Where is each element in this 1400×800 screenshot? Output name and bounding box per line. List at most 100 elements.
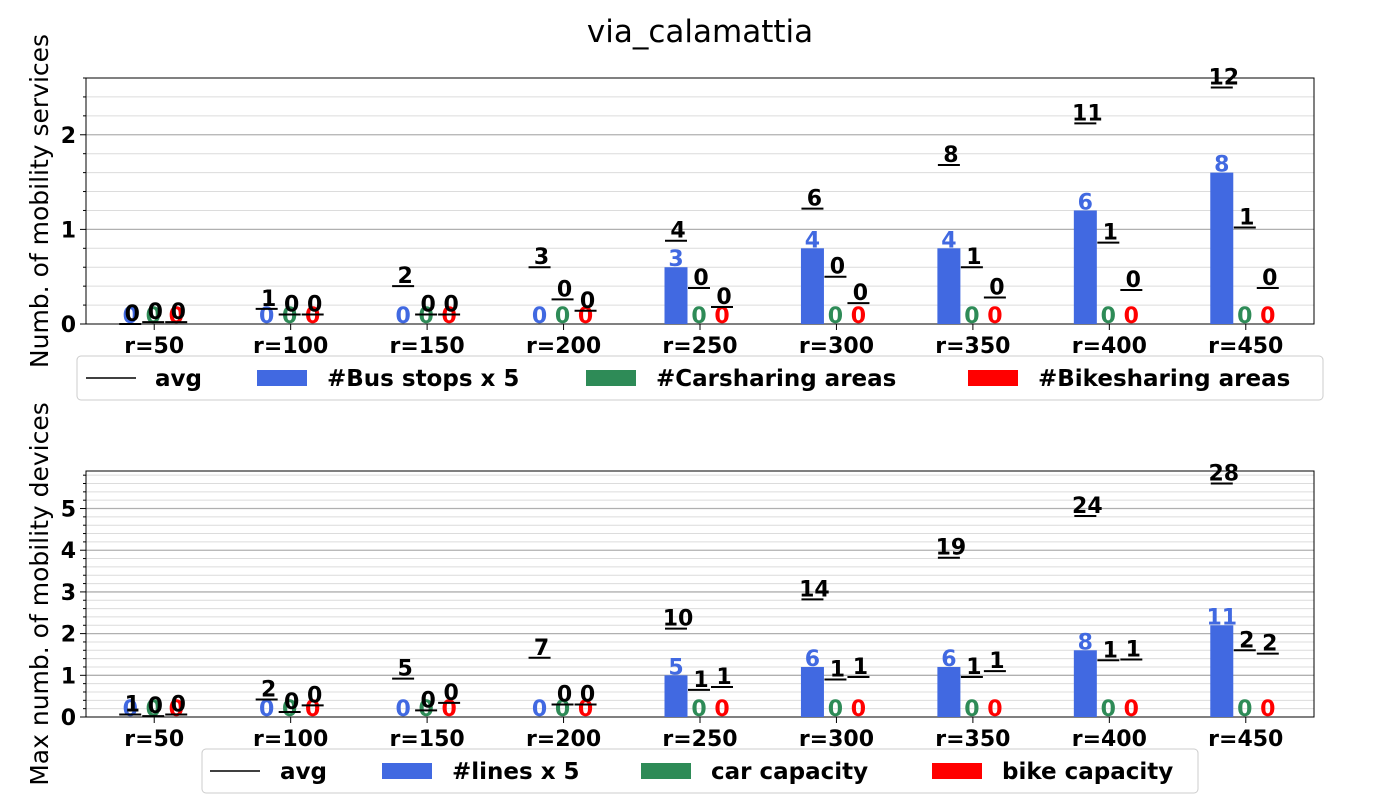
bar-value-label: 0 (555, 697, 570, 722)
bar (664, 267, 688, 324)
bar-value-label: 0 (259, 304, 274, 329)
bar-value-label: 0 (691, 304, 706, 329)
avg-value-label: 0 (830, 255, 845, 280)
bar-value-label: 0 (169, 697, 184, 722)
avg-value-label: 7 (534, 636, 549, 661)
legend-color-swatch (257, 370, 307, 386)
avg-value-label: 0 (420, 293, 435, 318)
legend-entry-label: car capacity (711, 759, 868, 785)
bar-value-label: 0 (828, 304, 843, 329)
x-tick-label: r=150 (390, 334, 465, 359)
avg-value-label: 14 (799, 577, 830, 602)
avg-value-label: 28 (1208, 462, 1239, 487)
legend-color-swatch (968, 370, 1018, 386)
bar-value-label: 4 (941, 228, 956, 253)
bar-value-label: 0 (714, 304, 729, 329)
avg-value-label: 4 (670, 219, 685, 244)
bar-value-label: 0 (1101, 697, 1116, 722)
bar-value-label: 0 (987, 304, 1002, 329)
avg-value-label: 1 (693, 668, 708, 693)
bar-value-label: 0 (532, 304, 547, 329)
avg-value-label: 8 (943, 143, 958, 168)
x-tick-label: r=300 (799, 727, 874, 752)
bar (1210, 172, 1234, 324)
bar (937, 248, 961, 324)
avg-value-label: 1 (261, 287, 276, 312)
bar-value-label: 0 (578, 697, 593, 722)
avg-value-label: 2 (261, 677, 276, 702)
bar-value-label: 0 (1124, 304, 1139, 329)
x-tick-label: r=250 (662, 727, 737, 752)
y-tick-label: 5 (61, 498, 76, 523)
bar-value-label: 0 (123, 697, 138, 722)
bar-value-label: 0 (1260, 304, 1275, 329)
bar-value-label: 0 (532, 697, 547, 722)
avg-value-label: 0 (1126, 268, 1141, 293)
y-tick-label: 1 (61, 664, 76, 689)
x-tick-label: r=350 (935, 727, 1010, 752)
bar-value-label: 0 (828, 697, 843, 722)
avg-value-label: 0 (1262, 266, 1277, 291)
y-tick-label: 4 (61, 539, 76, 564)
bar-value-label: 0 (259, 697, 274, 722)
avg-value-label: 1 (1126, 637, 1141, 662)
legend: avg #lines x 5 car capacity bike capacity (201, 748, 1199, 794)
bar-value-label: 5 (668, 655, 683, 680)
legend-entry-label: #Bikesharing areas (1038, 366, 1290, 392)
bar-value-label: 0 (1260, 697, 1275, 722)
bar-value-label: 0 (851, 697, 866, 722)
figure-title: via_calamattia (587, 14, 813, 50)
legend-color-swatch (382, 763, 432, 779)
avg-value-label: 1 (830, 657, 845, 682)
bar-value-label: 0 (305, 697, 320, 722)
avg-value-label: 0 (171, 692, 186, 717)
avg-value-label: 0 (716, 285, 731, 310)
avg-value-label: 12 (1208, 65, 1239, 90)
avg-value-label: 0 (853, 281, 868, 306)
avg-value-label: 2 (1239, 628, 1254, 653)
avg-value-label: 0 (420, 688, 435, 713)
bar (800, 248, 824, 324)
bar (937, 666, 961, 717)
legend: avg #Bus stops x 5 #Carsharing areas #Bikes… (76, 355, 1324, 401)
x-tick-label: r=100 (253, 727, 328, 752)
avg-value-label: 3 (534, 245, 549, 270)
avg-value-label: 0 (148, 300, 163, 325)
y-tick-label: 0 (61, 313, 76, 338)
avg-value-label: 1 (966, 655, 981, 680)
bar-value-label: 0 (987, 697, 1002, 722)
avg-value-label: 0 (693, 266, 708, 291)
avg-value-label: 1 (716, 665, 731, 690)
x-tick-label: r=350 (935, 334, 1010, 359)
bar-value-label: 0 (395, 304, 410, 329)
bar-value-label: 0 (851, 304, 866, 329)
avg-value-label: 0 (989, 276, 1004, 301)
legend-box (76, 355, 1324, 401)
legend-color-swatch (932, 763, 982, 779)
x-tick-label: r=200 (526, 334, 601, 359)
avg-value-label: 0 (171, 300, 186, 325)
avg-value-label: 1 (966, 245, 981, 270)
x-tick-label: r=150 (390, 727, 465, 752)
x-tick-label: r=400 (1072, 727, 1147, 752)
legend-entry-label: avg (155, 366, 202, 392)
bar (800, 666, 824, 717)
bar-value-label: 0 (1124, 697, 1139, 722)
bar-value-label: 0 (1237, 304, 1252, 329)
legend-box (201, 748, 1199, 794)
bar-value-label: 0 (1237, 697, 1252, 722)
avg-value-label: 1 (125, 692, 140, 717)
bar (1073, 650, 1097, 717)
avg-value-label: 24 (1072, 494, 1103, 519)
x-tick-label: r=400 (1072, 334, 1147, 359)
avg-value-label: 0 (148, 694, 163, 719)
y-tick-label: 2 (61, 124, 76, 149)
avg-value-label: 0 (125, 302, 140, 327)
x-tick-label: r=450 (1208, 334, 1283, 359)
avg-value-label: 0 (557, 277, 572, 302)
avg-value-label: 19 (936, 536, 967, 561)
bar-value-label: 0 (123, 304, 138, 329)
legend-color-swatch (586, 370, 636, 386)
